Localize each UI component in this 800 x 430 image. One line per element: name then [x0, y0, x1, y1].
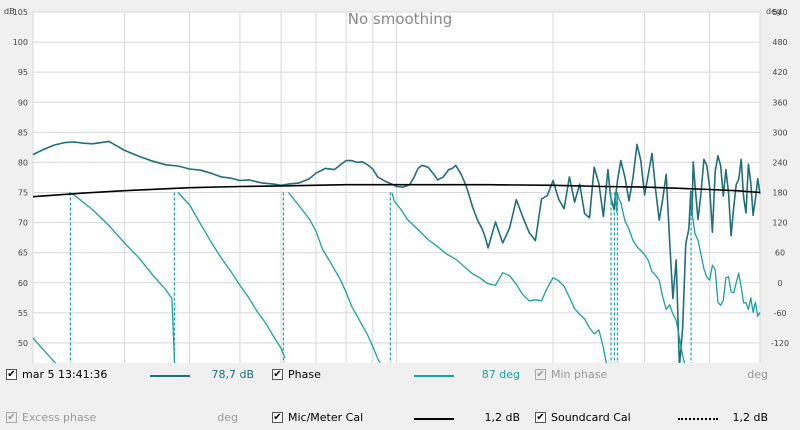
series-1-line-4: [391, 192, 608, 363]
y-left-tick-label-3: 60: [18, 279, 28, 288]
swatch-phase: [414, 375, 454, 377]
legend-value-mar: 78,7 dB: [211, 368, 254, 381]
legend-label-min-phase: Min phase: [551, 368, 608, 381]
series-1-line-0: [32, 337, 57, 363]
y-left-tick-label-6: 75: [18, 189, 28, 198]
legend-value-excess: deg: [217, 411, 238, 424]
y-right-tick-label-5: 120: [772, 219, 787, 228]
y-right-tick-label-11: 480: [772, 38, 787, 47]
swatch-mic: [414, 418, 454, 420]
legend-value-mic: 1,2 dB: [484, 411, 520, 424]
legend-value-phase: 87 deg: [481, 368, 520, 381]
y-right-tick-label-9: 360: [772, 98, 787, 107]
y-right-tick-label-12: 540: [772, 8, 787, 17]
checkbox-mic[interactable]: ✔: [272, 412, 283, 423]
checkbox-phase[interactable]: ✔: [272, 369, 283, 380]
legend-value-soundcard: 1,2 dB: [732, 411, 768, 424]
y-right-tick-label-3: 0: [777, 279, 782, 288]
legend-label-excess: Excess phase: [22, 411, 97, 424]
checkbox-mar[interactable]: ✔: [6, 369, 17, 380]
legend-label-soundcard: Soundcard Cal: [551, 411, 631, 424]
checkbox-soundcard[interactable]: ✔: [535, 412, 546, 423]
series-1-line-3: [287, 192, 381, 363]
legend: ✔ mar 5 13:41:36 78,7 dB ✔ Phase 87 deg …: [0, 363, 800, 430]
legend-value-min-phase: deg: [747, 368, 768, 381]
grid: [32, 11, 761, 363]
axes-labels: 2030405060708090100200300400500455055606…: [13, 8, 789, 348]
y-left-tick-label-7: 80: [18, 158, 28, 167]
series-1-line-5: [609, 192, 613, 205]
y-right-tick-label-4: 60: [775, 249, 785, 258]
y-right-tick-label-10: 420: [772, 68, 787, 77]
swatch-mar: [150, 375, 190, 377]
y-left-tick-label-10: 95: [18, 68, 28, 77]
checkbox-excess[interactable]: ✔: [6, 412, 17, 423]
y-left-tick-label-8: 85: [18, 128, 28, 137]
series-layer: [32, 140, 761, 363]
y-right-tick-label-6: 180: [772, 189, 787, 198]
y-left-tick-label-12: 105: [13, 8, 28, 17]
y-left-tick-label-4: 65: [18, 249, 28, 258]
y-left-tick-label-1: 50: [18, 339, 28, 348]
chart-title: No smoothing: [348, 10, 453, 28]
series-1-line-2: [177, 192, 286, 359]
swatch-soundcard: [678, 418, 718, 420]
y-left-tick-label-11: 100: [13, 38, 28, 47]
legend-label-mar: mar 5 13:41:36: [22, 368, 108, 381]
series-2-line-0: [32, 183, 761, 198]
right-axis-label: deg: [766, 7, 781, 16]
y-left-tick-label-9: 90: [18, 98, 28, 107]
series-1-line-1: [69, 191, 176, 363]
legend-label-phase: Phase: [288, 368, 321, 381]
y-right-tick-label-8: 300: [772, 128, 787, 137]
y-left-tick-label-2: 55: [18, 309, 28, 318]
left-axis-label: dB: [4, 7, 15, 16]
checkbox-min-phase[interactable]: ✔: [535, 369, 546, 380]
chart: 2030405060708090100200300400500455055606…: [4, 7, 789, 363]
legend-label-mic: Mic/Meter Cal: [288, 411, 364, 424]
y-left-tick-label-5: 70: [18, 219, 28, 228]
y-right-tick-label-1: -120: [771, 339, 789, 348]
series-1-line-8: [690, 192, 761, 317]
series-1-line-7: [614, 191, 686, 363]
y-right-tick-label-7: 240: [772, 158, 787, 167]
y-right-tick-label-2: -60: [773, 309, 786, 318]
